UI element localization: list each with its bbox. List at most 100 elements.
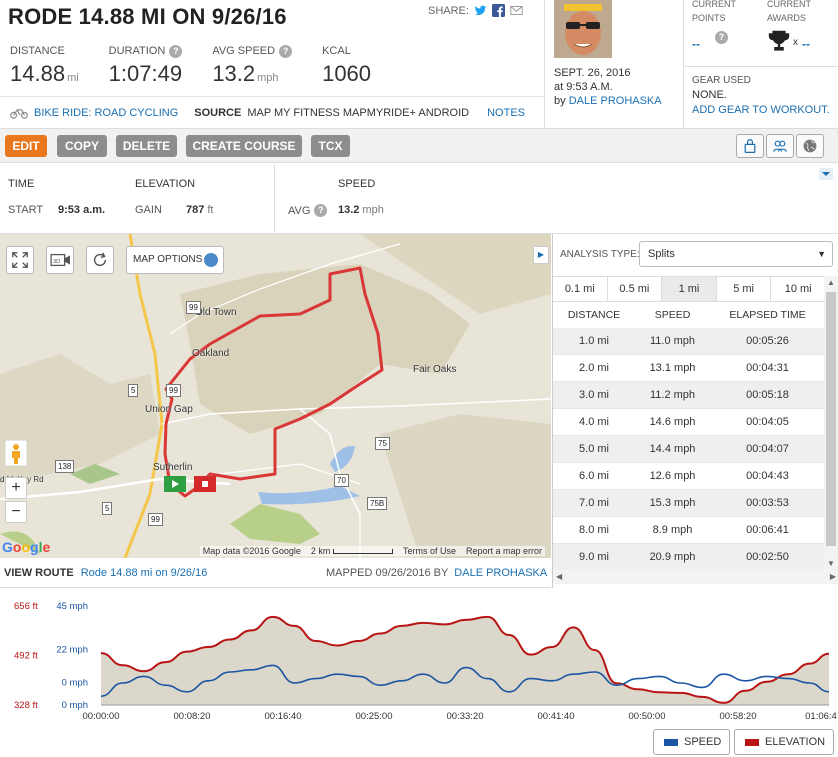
x-tick-label: 00:16:40	[265, 711, 302, 722]
x-tick-label: 00:33:20	[447, 711, 484, 722]
mapped-by-link[interactable]: DALE PROHASKA	[454, 567, 548, 579]
awards-x: x	[793, 37, 798, 48]
map-route-shield: 70	[334, 474, 349, 487]
scroll-up-icon[interactable]: ▲	[827, 278, 835, 287]
email-icon[interactable]	[510, 4, 523, 17]
table-row[interactable]: 3.0 mi 11.2 mph 00:05:18	[553, 382, 825, 409]
time-heading: TIME	[8, 178, 35, 190]
horizontal-scrollbar[interactable]: ◀ ▶	[553, 570, 838, 584]
gain-value: 787	[186, 204, 205, 216]
x-tick-label: 00:25:00	[356, 711, 393, 722]
table-row[interactable]: 6.0 mi 12.6 mph 00:04:43	[553, 463, 825, 490]
workout-summary: TIME START 9:53 a.m. ELEVATION GAIN 787 f…	[0, 164, 838, 234]
friends-privacy-button[interactable]	[766, 134, 794, 158]
help-icon[interactable]: ?	[279, 44, 293, 58]
route-map[interactable]: 3D MAP OPTIONS ▶ Old Town Oakland Union …	[0, 234, 551, 558]
column-header: DISTANCE	[567, 309, 621, 321]
x-tick-label: 00:00:00	[83, 711, 120, 722]
current-awards: CURRENT AWARDS x --	[767, 0, 835, 51]
stat-avg-speed: AVG SPEED? 13.2 mph	[212, 44, 293, 87]
start-flag-icon[interactable]	[164, 476, 186, 494]
table-row[interactable]: 5.0 mi 14.4 mph 00:04:07	[553, 436, 825, 463]
map-route-shield: 5	[128, 384, 139, 397]
analysis-type-label: ANALYSIS TYPE:	[560, 249, 640, 260]
map-town-label: Oakland	[192, 348, 230, 359]
route-link[interactable]: Rode 14.88 mi on 9/26/16	[80, 567, 208, 579]
column-header: ELAPSED TIME	[729, 309, 806, 321]
delete-button[interactable]: DELETE	[116, 135, 177, 157]
map-panel-arrow-icon[interactable]: ▶	[533, 246, 549, 264]
notes-link[interactable]: NOTES	[487, 106, 525, 119]
zoom-in-button[interactable]: +	[5, 477, 27, 499]
fullscreen-button[interactable]	[6, 246, 34, 274]
scroll-right-icon[interactable]: ▶	[829, 572, 836, 581]
scrollbar-thumb[interactable]	[826, 292, 836, 546]
facebook-icon[interactable]	[491, 4, 505, 17]
speed-tick-label: 22 mph	[56, 645, 88, 656]
table-row[interactable]: 1.0 mi 11.0 mph 00:05:26	[553, 328, 825, 355]
terms-link[interactable]: Terms of Use	[402, 546, 456, 556]
table-cell: 00:02:50	[746, 551, 789, 563]
table-cell: 15.3 mph	[649, 497, 696, 509]
table-row[interactable]: 2.0 mi 13.1 mph 00:04:31	[553, 355, 825, 382]
add-gear-link[interactable]: ADD GEAR TO WORKOUT.	[692, 104, 830, 116]
elevation-tick-label: 328 ft	[14, 700, 38, 711]
map-route-shield: 99	[148, 513, 163, 526]
speed-legend-toggle[interactable]: SPEED	[653, 729, 731, 755]
start-value: 9:53 a.m.	[58, 204, 106, 216]
stat-distance: DISTANCE 14.88 mi	[10, 44, 79, 87]
tab-0-5-mi[interactable]: 0.5 mi	[608, 277, 663, 301]
collapse-toggle[interactable]	[819, 168, 833, 180]
elevation-legend-toggle[interactable]: ELEVATION	[734, 729, 835, 755]
speed-tick-label: 0 mph	[62, 700, 88, 711]
tcx-button[interactable]: TCX	[311, 135, 350, 157]
tab-5-mi[interactable]: 5 mi	[717, 277, 772, 301]
finish-flag-icon[interactable]	[194, 476, 216, 494]
activity-type-link[interactable]: BIKE RIDE: ROAD CYCLING	[34, 106, 179, 119]
avatar[interactable]	[554, 0, 612, 58]
map-route-shield: 99	[166, 384, 181, 397]
profile-date: SEPT. 26, 2016 at 9:53 A.M. by DALE PROH…	[554, 66, 662, 108]
tab-0-1-mi[interactable]: 0.1 mi	[553, 277, 608, 301]
tab-1-mi[interactable]: 1 mi	[662, 277, 717, 301]
table-cell: 00:04:05	[746, 416, 789, 428]
lock-icon	[744, 139, 756, 153]
avg-speed-unit: mph	[362, 204, 384, 216]
table-row[interactable]: 7.0 mi 15.3 mph 00:03:53	[553, 490, 825, 517]
public-privacy-button[interactable]	[796, 134, 824, 158]
edit-button[interactable]: EDIT	[5, 135, 47, 157]
scroll-down-icon[interactable]: ▼	[827, 559, 835, 568]
analysis-type-select[interactable]: Splits ▼	[639, 241, 833, 267]
report-error-link[interactable]: Report a map error	[465, 546, 542, 556]
analysis-type-value: Splits	[648, 248, 675, 260]
vertical-scrollbar[interactable]: ▲ ▼	[824, 276, 838, 570]
replay-icon	[93, 252, 107, 267]
awards-panel: CURRENT POINTS ? -- CURRENT AWARDS x -- …	[685, 0, 838, 128]
replay-button[interactable]	[86, 246, 114, 274]
table-row[interactable]: 8.0 mi 8.9 mph 00:06:41	[553, 517, 825, 544]
table-row[interactable]: 9.0 mi 20.9 mph 00:02:50	[553, 544, 825, 571]
chevron-down-icon	[822, 172, 830, 176]
elevation-speed-plot[interactable]: 656 ft 492 ft 328 ft 45 mph 22 mph 0 mph 0 mp…	[0, 588, 838, 728]
map-town-label: Old Town	[195, 307, 237, 318]
help-icon[interactable]: ?	[715, 31, 728, 44]
tab-10-mi[interactable]: 10 mi	[784, 283, 812, 295]
map-route-shield: 5	[102, 502, 113, 515]
copy-button[interactable]: COPY	[57, 135, 107, 157]
help-icon[interactable]: ?	[314, 204, 328, 217]
legend-swatch	[664, 739, 678, 746]
twitter-icon[interactable]	[474, 4, 487, 17]
zoom-out-button[interactable]: −	[5, 501, 27, 523]
elevation-tick-label: 492 ft	[14, 651, 38, 662]
table-row[interactable]: 4.0 mi 14.6 mph 00:04:05	[553, 409, 825, 436]
user-link[interactable]: DALE PROHASKA	[568, 95, 662, 107]
create-course-button[interactable]: CREATE COURSE	[186, 135, 302, 157]
x-tick-label: 00:41:40	[538, 711, 575, 722]
scroll-left-icon[interactable]: ◀	[556, 572, 563, 581]
3d-view-button[interactable]: 3D	[46, 246, 74, 274]
privacy-lock-button[interactable]	[736, 134, 764, 158]
help-icon[interactable]: ?	[169, 44, 183, 58]
globe-icon	[803, 139, 817, 153]
map-options-dropdown[interactable]: MAP OPTIONS	[126, 246, 224, 274]
street-view-icon[interactable]	[5, 440, 27, 466]
